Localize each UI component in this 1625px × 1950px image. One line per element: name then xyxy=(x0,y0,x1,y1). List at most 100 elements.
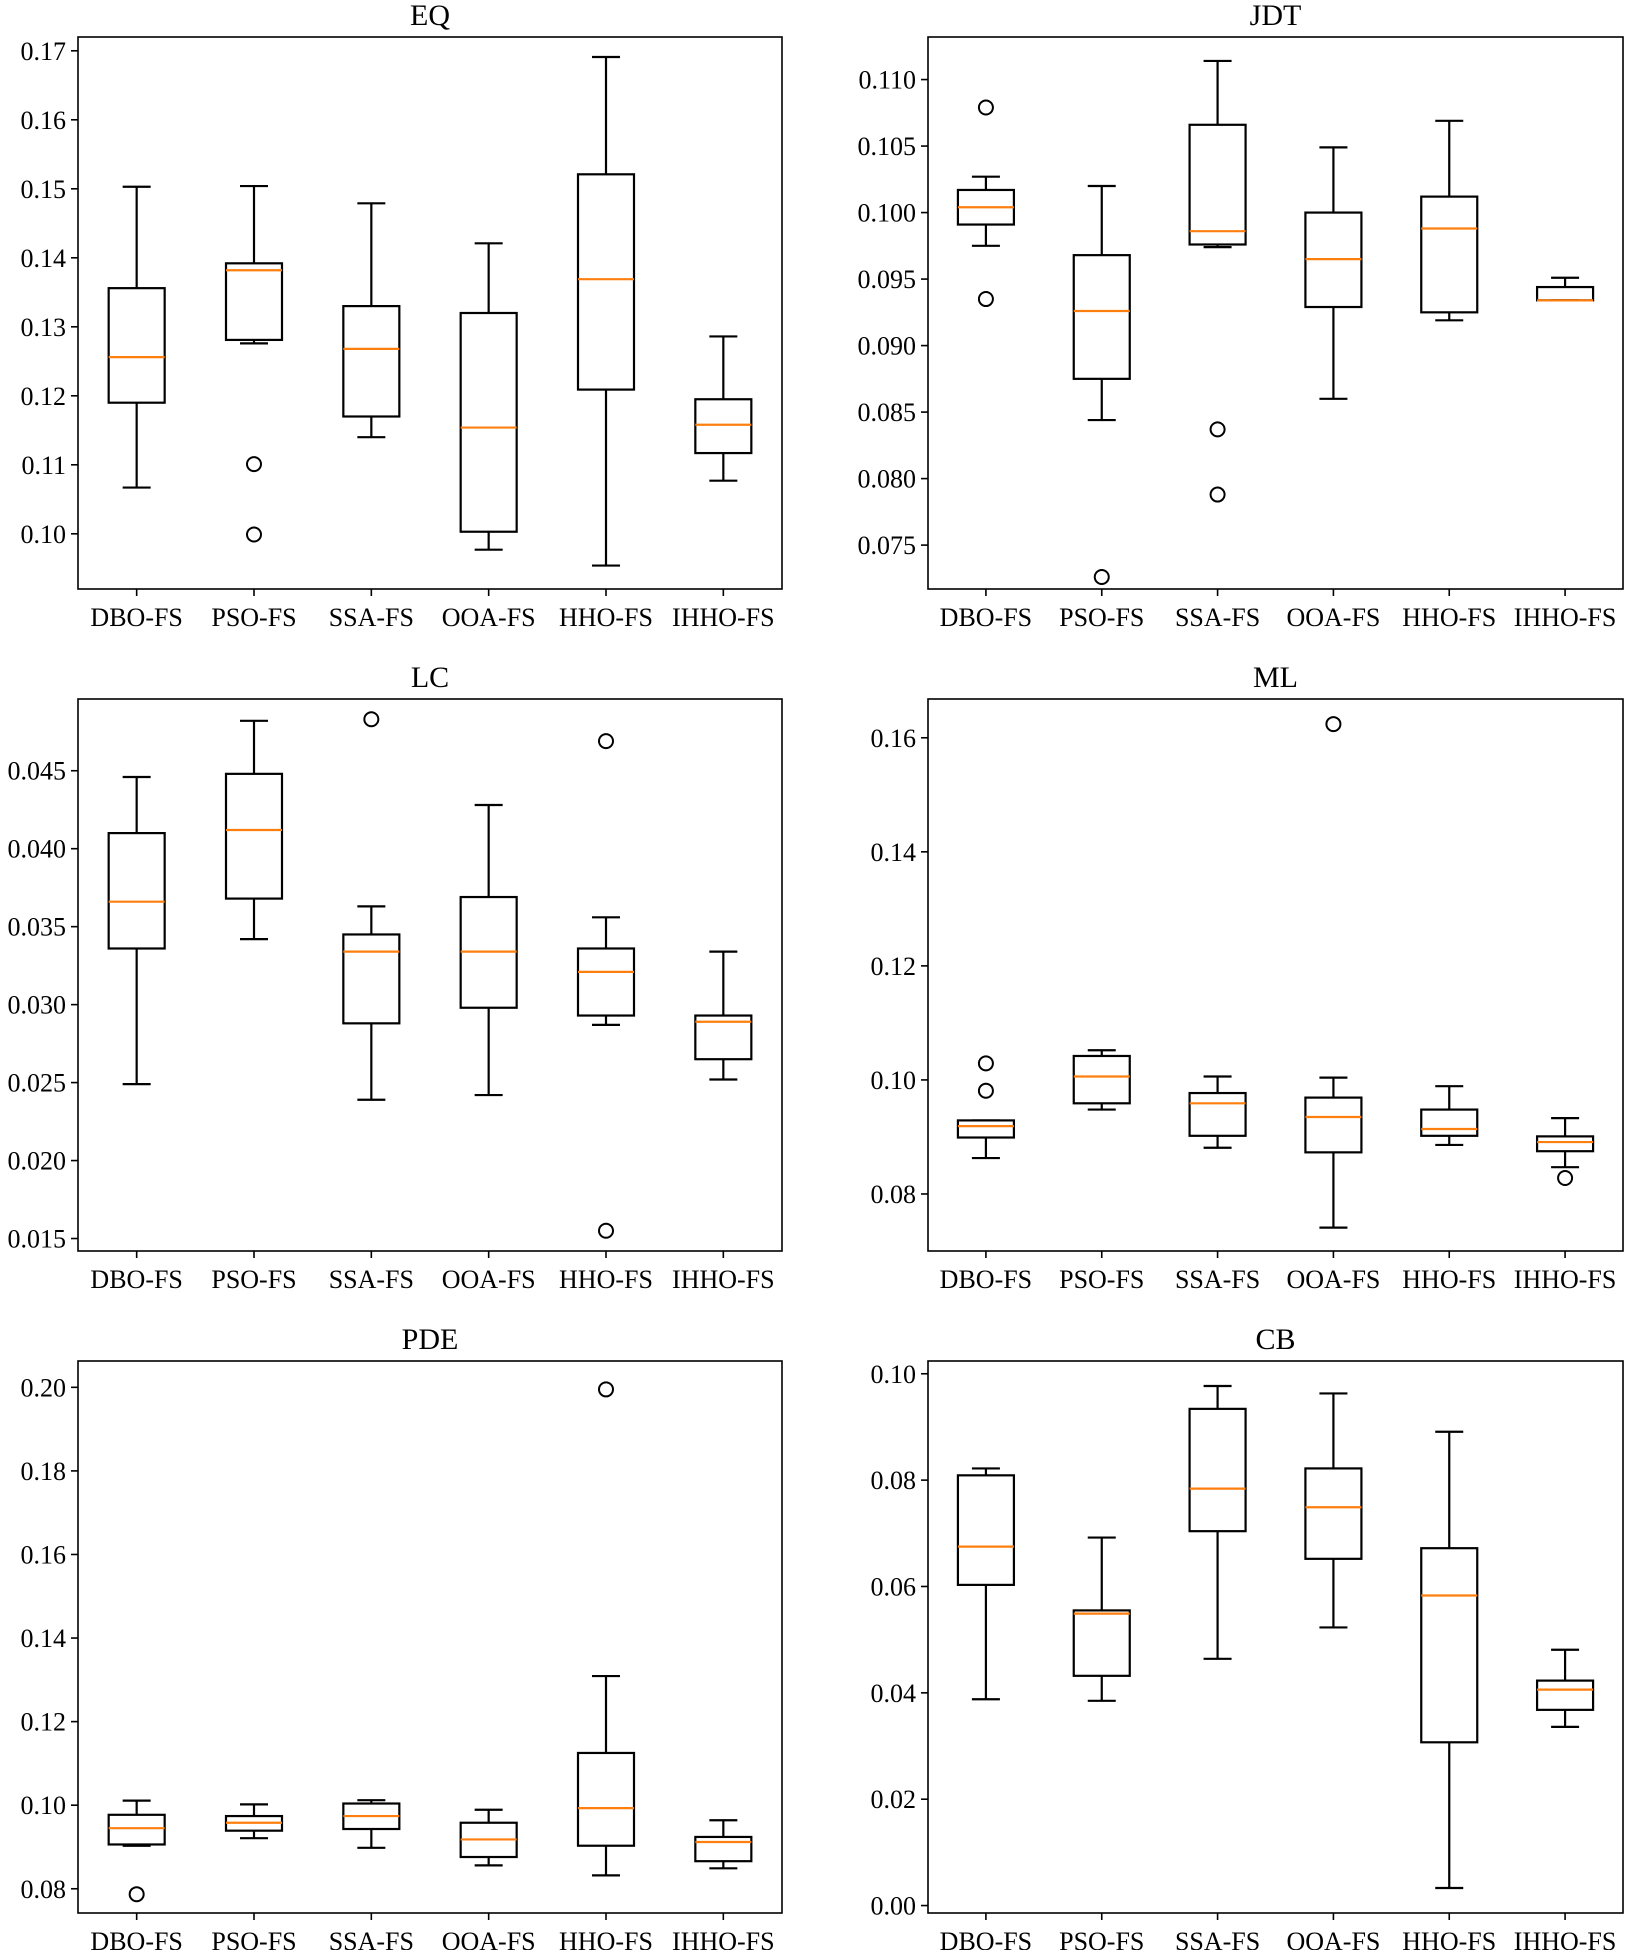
iqr-box xyxy=(1535,1135,1595,1153)
box-ssa-fs xyxy=(342,1799,401,1849)
x-tick-label: HHO-FS xyxy=(1402,603,1496,632)
x-tick-label: SSA-FS xyxy=(1175,1265,1260,1294)
y-tick-label: 0.11 xyxy=(21,451,66,480)
y-tick-label: 0.045 xyxy=(8,757,67,786)
y-tick-label: 0.015 xyxy=(8,1225,67,1254)
outlier-point xyxy=(977,1055,994,1072)
y-tick-label: 0.085 xyxy=(858,398,917,427)
x-tick-label: SSA-FS xyxy=(329,1265,414,1294)
y-tick-label: 0.04 xyxy=(871,1679,917,1708)
box-pso-fs xyxy=(224,1803,284,1840)
plot-frame xyxy=(77,36,783,590)
panel-title: JDT xyxy=(1250,0,1302,32)
x-tick-label: OOA-FS xyxy=(1286,1927,1380,1950)
box-dbo-fs xyxy=(956,1055,1016,1160)
y-tick-label: 0.12 xyxy=(21,382,67,411)
iqr-box xyxy=(1072,1609,1131,1677)
x-tick-label: DBO-FS xyxy=(940,1265,1032,1294)
y-tick-label: 0.10 xyxy=(21,1791,67,1820)
box-ooa-fs xyxy=(459,242,518,551)
panel-title: EQ xyxy=(410,0,450,32)
box-dbo-fs xyxy=(956,1467,1016,1701)
outlier-point xyxy=(977,99,994,116)
x-tick-label: PSO-FS xyxy=(211,1927,296,1950)
iqr-box xyxy=(576,1751,636,1847)
panel-title: CB xyxy=(1255,1323,1295,1356)
y-tick-label: 0.02 xyxy=(871,1785,917,1814)
iqr-box xyxy=(342,933,401,1025)
y-tick-label: 0.16 xyxy=(21,106,67,135)
x-tick-label: IHHO-FS xyxy=(1514,1265,1617,1294)
box-pso-fs xyxy=(1072,184,1131,586)
iqr-box xyxy=(1535,285,1595,302)
box-ssa-fs xyxy=(342,711,401,1101)
iqr-box xyxy=(1072,254,1131,380)
box-ssa-fs xyxy=(342,202,401,439)
x-tick-label: HHO-FS xyxy=(1402,1265,1496,1294)
outlier-point xyxy=(977,291,994,308)
y-tick-label: 0.12 xyxy=(21,1708,67,1737)
iqr-box xyxy=(459,311,518,533)
plot-frame xyxy=(927,36,1624,590)
y-tick-label: 0.080 xyxy=(858,465,917,494)
box-pso-fs xyxy=(1072,1536,1131,1702)
box-dbo-fs xyxy=(107,1799,166,1903)
box-ihho-fs xyxy=(1535,1648,1595,1728)
x-tick-label: HHO-FS xyxy=(559,1927,653,1950)
x-tick-label: PSO-FS xyxy=(1059,603,1144,632)
panel-title: ML xyxy=(1253,661,1298,694)
x-tick-label: IHHO-FS xyxy=(672,603,775,632)
box-ihho-fs xyxy=(694,1819,753,1870)
y-tick-label: 0.17 xyxy=(21,37,67,66)
y-tick-label: 0.105 xyxy=(858,132,917,161)
y-tick-label: 0.13 xyxy=(21,313,67,342)
y-tick-label: 0.18 xyxy=(21,1457,67,1486)
box-hho-fs xyxy=(576,733,636,1239)
x-tick-label: DBO-FS xyxy=(90,603,182,632)
x-tick-label: IHHO-FS xyxy=(1514,1927,1617,1950)
y-tick-label: 0.08 xyxy=(21,1875,67,1904)
iqr-box xyxy=(342,305,401,418)
outlier-point xyxy=(1325,716,1342,733)
x-tick-label: OOA-FS xyxy=(442,603,536,632)
iqr-box xyxy=(224,262,284,342)
iqr-box xyxy=(576,173,636,391)
y-tick-label: 0.12 xyxy=(871,952,917,981)
y-tick-label: 0.025 xyxy=(8,1069,67,1098)
y-tick-label: 0.00 xyxy=(871,1892,917,1921)
outlier-point xyxy=(598,1381,614,1398)
y-tick-label: 0.075 xyxy=(858,531,917,560)
x-tick-label: IHHO-FS xyxy=(672,1265,775,1294)
y-tick-label: 0.10 xyxy=(871,1066,917,1095)
outlier-point xyxy=(363,711,380,728)
x-tick-label: SSA-FS xyxy=(329,603,414,632)
y-tick-label: 0.16 xyxy=(21,1540,67,1569)
x-tick-label: PSO-FS xyxy=(211,603,296,632)
box-dbo-fs xyxy=(107,185,166,489)
x-tick-label: SSA-FS xyxy=(1175,603,1260,632)
box-ssa-fs xyxy=(1188,1384,1247,1660)
box-hho-fs xyxy=(1420,1085,1479,1147)
box-dbo-fs xyxy=(956,99,1016,308)
box-hho-fs xyxy=(576,55,636,567)
panel-title: PDE xyxy=(402,1323,459,1356)
box-ssa-fs xyxy=(1188,59,1247,503)
y-tick-label: 0.10 xyxy=(871,1360,917,1389)
x-tick-label: OOA-FS xyxy=(442,1927,536,1950)
y-tick-label: 0.090 xyxy=(858,332,917,361)
box-ooa-fs xyxy=(1304,1392,1363,1629)
panel-title: LC xyxy=(411,661,449,694)
x-tick-label: OOA-FS xyxy=(1286,603,1380,632)
panel-lc: LC 0.015 0.020 0.025 0.030 0.035 0.040 0.045 DBO… xyxy=(8,661,783,1294)
y-tick-label: 0.030 xyxy=(8,991,67,1020)
outlier-point xyxy=(128,1886,145,1903)
box-ssa-fs xyxy=(1188,1075,1247,1149)
panel-eq: EQ 0.10 0.11 0.12 0.13 0.14 0.15 0.16 0.17 DBO-FS… xyxy=(21,0,783,632)
iqr-box xyxy=(694,1014,753,1061)
iqr-box xyxy=(694,1835,753,1863)
y-tick-label: 0.100 xyxy=(858,199,917,228)
iqr-box xyxy=(694,398,753,455)
y-tick-label: 0.14 xyxy=(871,838,917,867)
x-tick-label: SSA-FS xyxy=(1175,1927,1260,1950)
